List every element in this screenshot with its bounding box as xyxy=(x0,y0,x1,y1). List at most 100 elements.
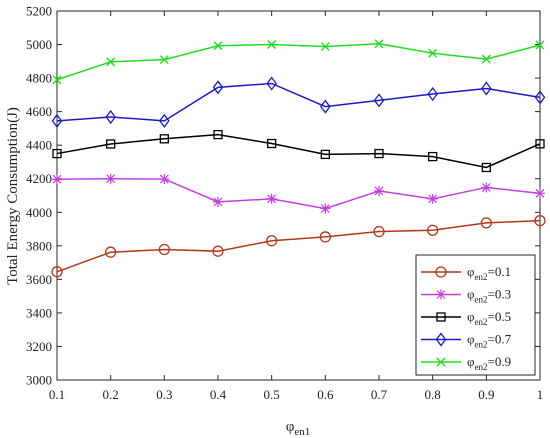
data-point xyxy=(481,81,492,96)
data-point xyxy=(52,148,62,159)
x-axis-title-subscript: en1 xyxy=(294,426,310,438)
data-point xyxy=(481,162,491,173)
data-point xyxy=(534,215,546,227)
legend-marker xyxy=(435,266,447,278)
legend-marker xyxy=(436,289,446,300)
legend-label: φen2=0.9 xyxy=(467,354,511,372)
series-3 xyxy=(51,76,546,128)
data-point xyxy=(480,217,492,229)
data-point xyxy=(105,246,117,258)
legend-label-value: =0.7 xyxy=(488,332,512,347)
y-tick-label: 4200 xyxy=(26,171,52,186)
data-point xyxy=(373,93,385,108)
series-4 xyxy=(52,39,545,85)
legend-label-subscript: en2 xyxy=(475,317,488,327)
x-axis-title-symbol: φ xyxy=(286,419,295,435)
data-point xyxy=(52,75,62,85)
legend-label-value: =0.3 xyxy=(488,287,512,302)
data-point xyxy=(266,235,278,247)
data-point xyxy=(267,40,277,50)
x-axis-title: φen1 xyxy=(286,419,311,438)
data-point xyxy=(105,109,116,125)
x-tick-label: 0.8 xyxy=(425,387,441,402)
legend-label: φen2=0.1 xyxy=(467,264,511,282)
x-tick-label: 0.2 xyxy=(103,387,119,402)
legend-label-subscript: en2 xyxy=(475,272,488,282)
data-point xyxy=(320,99,331,114)
y-tick-label: 3200 xyxy=(26,339,52,354)
legend-label: φen2=0.5 xyxy=(467,309,511,327)
y-tick-label: 4000 xyxy=(26,205,52,220)
series-line xyxy=(56,42,541,81)
y-tick-label: 4400 xyxy=(26,138,52,153)
legend-label-subscript: en2 xyxy=(475,362,488,372)
data-point xyxy=(535,40,545,50)
data-point xyxy=(320,149,330,160)
legend-entry-2: φen2=0.5 xyxy=(421,309,511,327)
x-tick-label: 0.9 xyxy=(478,387,494,402)
series-layer xyxy=(51,39,546,278)
data-point xyxy=(159,134,169,144)
legend-entry-0: φen2=0.1 xyxy=(421,264,511,282)
y-tick-label: 3600 xyxy=(26,272,52,287)
data-point xyxy=(427,224,439,236)
legend-entry-4: φen2=0.9 xyxy=(421,354,511,372)
legend-marker xyxy=(435,332,447,347)
x-tick-label: 0.1 xyxy=(49,387,65,402)
legend-label-value: =0.5 xyxy=(488,309,512,324)
data-point xyxy=(427,193,438,204)
data-point xyxy=(213,41,223,51)
legend-marker xyxy=(436,357,446,367)
data-point xyxy=(267,138,277,149)
y-tick-label: 3000 xyxy=(26,373,52,388)
data-point xyxy=(266,193,277,204)
x-tick-label: 0.4 xyxy=(210,387,227,402)
y-tick-label: 5000 xyxy=(26,37,52,52)
y-tick-label: 3400 xyxy=(26,305,52,320)
data-point xyxy=(158,243,170,256)
legend-marker xyxy=(436,312,446,322)
data-point xyxy=(427,86,438,102)
data-point xyxy=(51,113,63,128)
legend-label-symbol: φ xyxy=(467,354,475,369)
legend-label-value: =0.1 xyxy=(488,264,512,279)
x-tick-labels: 0.1 0.2 0.3 0.4 0.5 0.6 0.7 0.8 0.9 1 xyxy=(49,387,543,402)
series-line xyxy=(56,177,541,210)
legend-label-symbol: φ xyxy=(467,332,475,347)
x-tick-label: 1 xyxy=(537,387,544,402)
data-point xyxy=(51,266,63,278)
data-point xyxy=(428,48,438,58)
y-tick-label: 5200 xyxy=(26,4,52,19)
legend-entry-3: φen2=0.7 xyxy=(421,332,512,350)
data-point xyxy=(320,42,330,52)
data-point xyxy=(481,182,492,193)
data-point xyxy=(481,54,491,64)
data-point xyxy=(212,80,224,95)
data-point xyxy=(213,196,223,207)
legend-entry-1: φen2=0.3 xyxy=(421,287,511,305)
data-point xyxy=(374,185,384,196)
data-point xyxy=(428,151,438,162)
y-tick-label: 4800 xyxy=(26,71,52,86)
legend-label-symbol: φ xyxy=(467,309,475,324)
x-tick-label: 0.3 xyxy=(156,387,172,402)
series-line xyxy=(56,82,541,122)
series-0 xyxy=(51,215,546,278)
data-point xyxy=(159,174,170,185)
legend-label-subscript: en2 xyxy=(475,295,488,305)
y-tick-labels: 3000 3200 3400 3600 3800 4000 4200 4400 4600 4800… xyxy=(26,4,52,388)
data-point xyxy=(159,55,169,65)
data-point xyxy=(106,139,116,149)
data-point xyxy=(52,174,62,185)
data-point xyxy=(212,245,224,257)
data-point xyxy=(106,57,116,67)
data-point xyxy=(374,39,384,49)
legend-box xyxy=(415,254,536,376)
data-point xyxy=(319,231,331,243)
data-point xyxy=(534,90,546,105)
legend-label: φen2=0.7 xyxy=(467,332,512,350)
data-point xyxy=(373,225,385,238)
data-point xyxy=(535,188,545,199)
axis-ticks xyxy=(56,10,541,381)
legend-label: φen2=0.3 xyxy=(467,287,511,305)
